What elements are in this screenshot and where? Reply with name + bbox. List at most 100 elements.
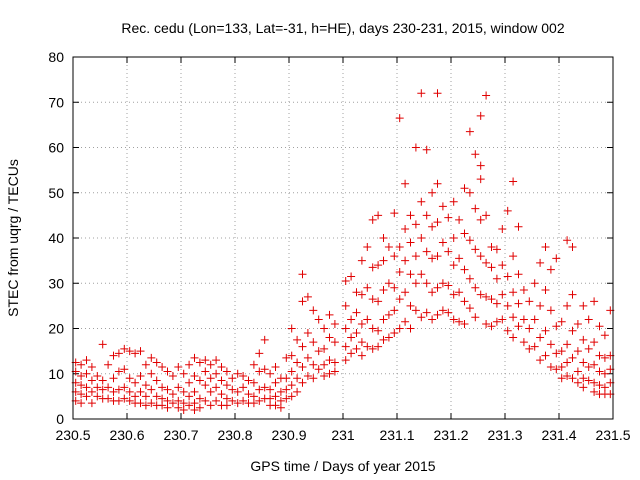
data-point [498, 224, 507, 233]
data-point [509, 313, 518, 322]
data-point [287, 392, 296, 401]
data-point [390, 329, 399, 338]
data-point [379, 234, 388, 242]
data-point [395, 267, 404, 276]
data-point [347, 315, 356, 324]
x-tick-label: 231.5 [595, 427, 630, 443]
x-tick-label: 230.6 [109, 427, 144, 443]
data-point [271, 401, 280, 410]
data-point [325, 356, 334, 365]
data-point [390, 209, 399, 218]
data-point [444, 213, 453, 222]
data-point [411, 306, 420, 315]
data-point [330, 338, 339, 347]
data-point [401, 288, 410, 297]
data-point [384, 243, 393, 252]
data-point [104, 360, 113, 369]
data-point [287, 381, 296, 390]
data-point [147, 399, 156, 408]
data-point [309, 338, 318, 347]
data-point [228, 396, 237, 405]
data-point [465, 304, 474, 313]
data-point [411, 252, 420, 261]
data-point [498, 261, 507, 270]
data-point [131, 349, 140, 358]
data-point [449, 234, 458, 242]
data-point [584, 376, 593, 385]
data-point [363, 283, 372, 292]
data-point [374, 261, 383, 270]
data-point [309, 360, 318, 369]
data-point [341, 301, 350, 310]
data-point [201, 367, 210, 376]
data-point [552, 349, 561, 358]
y-tick-label: 60 [48, 140, 64, 156]
data-point [141, 401, 150, 410]
data-point [449, 261, 458, 270]
data-point [98, 340, 107, 349]
data-point [239, 383, 248, 392]
data-point [573, 367, 582, 376]
data-point [573, 347, 582, 356]
y-tick-labels: 0 10 20 30 40 50 60 70 80 [48, 49, 64, 427]
data-point [428, 188, 437, 197]
data-point [93, 392, 102, 401]
data-point [514, 299, 523, 308]
data-point [525, 344, 534, 353]
data-point [163, 403, 172, 412]
data-point [158, 383, 167, 392]
data-point [249, 378, 258, 387]
data-point [471, 313, 480, 322]
data-point [212, 396, 221, 405]
data-point [195, 358, 204, 367]
data-point [433, 310, 442, 319]
data-point [77, 399, 86, 408]
data-point [239, 396, 248, 405]
data-point [406, 211, 415, 220]
data-point [260, 365, 269, 374]
data-point [244, 376, 253, 385]
data-point [190, 399, 199, 408]
data-point [563, 301, 572, 310]
data-point [168, 390, 177, 399]
data-point [530, 315, 539, 324]
data-point [179, 405, 188, 414]
data-point [266, 369, 275, 378]
data-point [530, 342, 539, 351]
data-point [487, 322, 496, 331]
x-tick-label: 230.5 [55, 427, 90, 443]
data-point [525, 297, 534, 306]
data-point [492, 274, 501, 283]
data-point [449, 290, 458, 299]
data-point [476, 290, 485, 299]
data-point [438, 238, 447, 247]
data-point [136, 399, 145, 408]
data-point [379, 256, 388, 265]
data-point [563, 372, 572, 381]
data-point [222, 401, 231, 410]
data-point [401, 256, 410, 265]
data-point [579, 383, 588, 392]
data-point [185, 360, 194, 369]
data-point [482, 258, 491, 267]
data-point [82, 356, 91, 365]
data-point [314, 315, 323, 324]
data-point [314, 347, 323, 356]
y-tick-label: 0 [56, 411, 64, 427]
data-point [352, 329, 361, 338]
data-point [390, 283, 399, 292]
data-point [438, 202, 447, 211]
data-point [314, 365, 323, 374]
data-point [568, 326, 577, 335]
data-point [185, 392, 194, 401]
data-point [476, 111, 485, 120]
data-point [87, 362, 96, 371]
data-point [519, 286, 528, 295]
data-point [109, 387, 118, 396]
data-point [125, 374, 134, 383]
y-tick-label: 30 [48, 275, 64, 291]
data-point [584, 362, 593, 371]
data-point [471, 283, 480, 292]
